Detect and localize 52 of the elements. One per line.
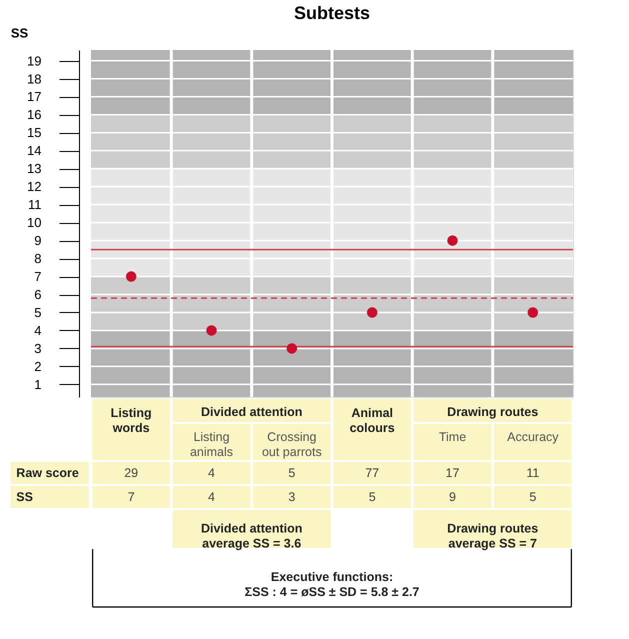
point [126, 271, 136, 282]
x-tick-label: Animal colours [350, 406, 395, 435]
point [528, 307, 538, 318]
text: Drawing routes [447, 405, 538, 419]
y-tick-label: 15 [27, 125, 42, 140]
y-tick-label: 5 [34, 304, 42, 320]
y-tick-label: 1 [34, 376, 42, 392]
x-tick-label: Listing animals [190, 430, 234, 459]
y-tick-label: 7 [34, 269, 42, 284]
chart-title: Subtests [294, 3, 370, 23]
x-tick-label: Listing words [110, 406, 152, 435]
y-tick-label: 14 [27, 143, 42, 158]
text: Raw score [16, 466, 79, 480]
y-tick-label: 4 [34, 322, 42, 338]
data-label: 9 [449, 490, 456, 504]
text: Executive functions: ΣSS : 4 = øSS ± SD = 5.8 ± 2.7 [244, 570, 420, 599]
y-tick-label: 13 [27, 161, 42, 176]
point [286, 343, 298, 354]
data-label: 4 [208, 490, 216, 504]
x-tick-label: Accuracy [507, 430, 560, 444]
data-label: 5 [368, 490, 376, 504]
text: 11 [526, 466, 540, 480]
text: Divided attention average SS = 3.6 [200, 522, 302, 550]
y-tick-label: 16 [27, 107, 42, 122]
data-label: 5 [529, 490, 536, 504]
y-tick-label: 10 [27, 215, 42, 230]
y-tick-label: 3 [34, 340, 42, 356]
y-axis-title: SS [10, 26, 28, 40]
x-tick-label: Crossing out parrots [262, 430, 322, 459]
text: 4 [208, 466, 216, 480]
text: 77 [365, 466, 380, 480]
y-tick-label: 8 [34, 251, 42, 266]
y-tick-label: 11 [28, 197, 42, 212]
y-tick-label: 18 [27, 71, 42, 86]
y-tick-label: 9 [34, 233, 42, 248]
y-tick-label: 2 [34, 358, 42, 374]
point [366, 307, 378, 318]
point [206, 325, 217, 336]
text: 29 [124, 466, 138, 480]
data-label: 3 [288, 490, 296, 504]
data-label: 7 [128, 490, 135, 504]
text: SS [16, 490, 33, 504]
y-tick-label: 17 [27, 89, 42, 104]
y-tick-label: 6 [34, 287, 42, 302]
point [447, 235, 458, 246]
y-tick-label: 19 [27, 53, 42, 68]
text: 17 [446, 466, 460, 480]
text: Drawing routes average SS = 7 [447, 522, 538, 550]
x-tick-label: Time [438, 430, 466, 444]
text: 5 [288, 466, 296, 480]
y-tick-label: 12 [27, 179, 42, 194]
text: Divided attention [200, 405, 302, 419]
